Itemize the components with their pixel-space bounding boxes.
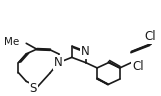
Text: N: N (54, 56, 63, 69)
Text: Cl: Cl (145, 30, 156, 43)
Text: S: S (30, 82, 37, 96)
Text: Me: Me (4, 37, 19, 47)
Text: N: N (81, 45, 90, 58)
Text: Cl: Cl (133, 60, 144, 73)
